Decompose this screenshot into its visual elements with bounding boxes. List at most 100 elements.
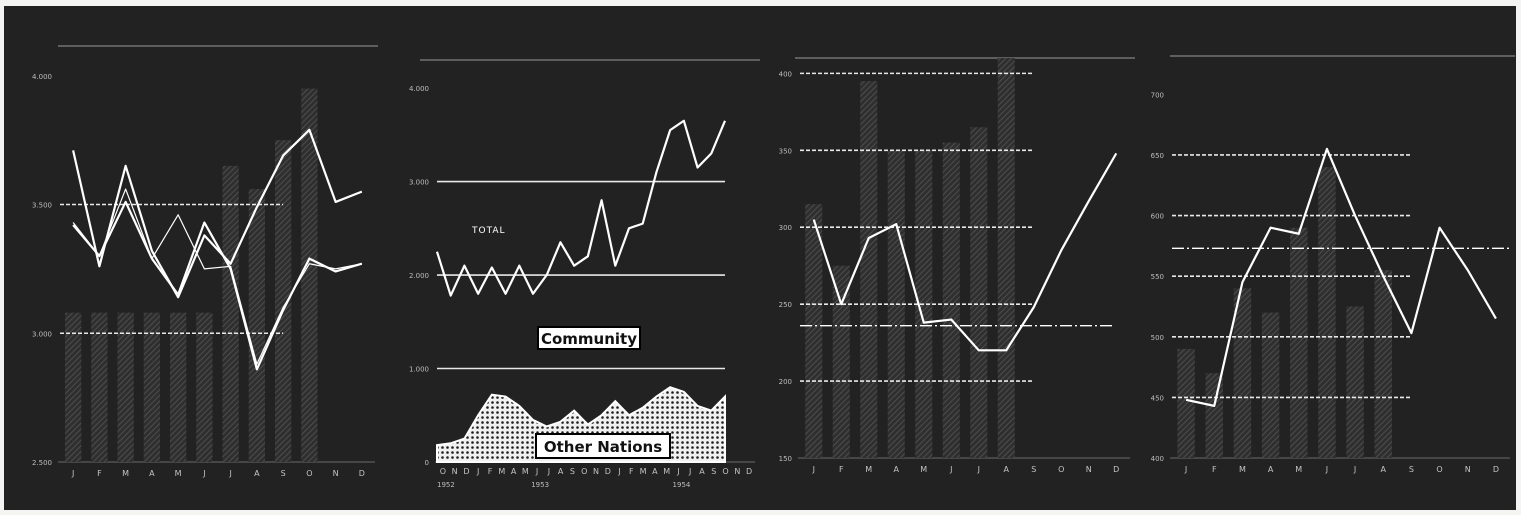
x-tick-label: J	[949, 465, 952, 474]
y-tick-label: 350	[779, 147, 792, 155]
y-tick-label: 400	[1151, 455, 1164, 463]
x-tick-label: O	[581, 467, 587, 476]
bar	[1205, 373, 1223, 458]
total-annotation: TOTAL	[471, 226, 506, 236]
x-tick-label: A	[1381, 465, 1387, 474]
x-tick-label: A	[652, 467, 658, 476]
x-tick-label: N	[593, 467, 599, 476]
y-tick-label: 500	[1151, 334, 1164, 342]
y-tick-label: 250	[779, 301, 792, 309]
y-tick-label: 4.000	[409, 85, 429, 93]
y-tick-label: 650	[1151, 152, 1164, 160]
y-tick-label: 400	[779, 70, 792, 78]
x-tick-label: S	[1031, 465, 1036, 474]
x-tick-label: N	[333, 469, 339, 478]
x-tick-label: A	[149, 469, 155, 478]
x-tick-label: M	[920, 465, 927, 474]
bar	[274, 140, 292, 462]
x-tick-label: M	[640, 467, 647, 476]
x-tick-label: S	[570, 467, 575, 476]
bar	[248, 189, 266, 463]
x-tick-label: J	[688, 467, 691, 476]
x-tick-label: J	[228, 469, 231, 478]
x-tick-label: N	[1465, 465, 1471, 474]
bar	[169, 312, 187, 462]
other-nations-annotation: Other Nations	[544, 438, 662, 456]
panel-1: 2.500 3.000 3.500 4.000 J F M A M J J A S O N D	[32, 45, 378, 478]
series-line	[72, 200, 363, 371]
x-tick-label: M	[122, 469, 129, 478]
year-label: 1952	[437, 481, 455, 489]
series-line	[72, 188, 362, 365]
x-tick-label: O	[1436, 465, 1442, 474]
x-tick-label: M	[522, 467, 529, 476]
y-tick-label: 550	[1151, 273, 1164, 281]
series-line	[72, 128, 363, 299]
bar	[1233, 288, 1252, 458]
x-tick-label: F	[839, 465, 844, 474]
year-label: 1953	[531, 481, 549, 489]
community-label-box	[537, 326, 641, 350]
x-tick-label: N	[452, 467, 458, 476]
x-tick-label: J	[676, 467, 679, 476]
x-tick-label: A	[1004, 465, 1010, 474]
x-tick-label: J	[1353, 465, 1356, 474]
bar	[970, 127, 988, 458]
x-tick-label: M	[498, 467, 505, 476]
y-tick-label: 200	[779, 378, 792, 386]
x-tick-label: M	[1295, 465, 1302, 474]
x-tick-label: F	[488, 467, 493, 476]
community-annotation: Community	[541, 330, 637, 348]
y-tick-label: 1.000	[409, 366, 429, 374]
x-tick-label: N	[1086, 465, 1092, 474]
bar	[832, 265, 850, 458]
y-tick-label: 300	[779, 224, 792, 232]
x-tick-label: O	[1058, 465, 1064, 474]
x-tick-label: O	[440, 467, 446, 476]
x-tick-label: A	[558, 467, 564, 476]
x-tick-label: A	[254, 469, 260, 478]
x-tick-label: O	[722, 467, 728, 476]
y-tick-label: 2.000	[409, 272, 429, 280]
bar	[860, 81, 878, 459]
series-line	[1185, 147, 1497, 407]
x-tick-label: J	[812, 465, 815, 474]
x-tick-label: D	[746, 467, 752, 476]
bar	[997, 58, 1015, 458]
y-tick-label: 3.000	[409, 179, 429, 187]
y-tick-label: 3.000	[32, 330, 52, 338]
x-tick-label: F	[97, 469, 102, 478]
x-tick-label: F	[1212, 465, 1217, 474]
y-tick-label: 150	[779, 455, 792, 463]
y-tick-label: 3.500	[32, 202, 52, 210]
bar	[64, 312, 82, 462]
x-tick-label: M	[1239, 465, 1246, 474]
bar	[143, 312, 161, 462]
x-tick-label: J	[476, 467, 479, 476]
x-tick-label: S	[1409, 465, 1414, 474]
x-tick-label: D	[605, 467, 611, 476]
x-tick-label: D	[1493, 465, 1499, 474]
y-tick-label: 4.000	[32, 73, 52, 81]
x-tick-label: D	[359, 469, 365, 478]
x-tick-label: S	[281, 469, 286, 478]
x-tick-label: J	[1325, 465, 1328, 474]
x-tick-label: J	[202, 469, 205, 478]
x-tick-label: J	[977, 465, 980, 474]
bar	[91, 312, 108, 462]
y-tick-label: 700	[1151, 91, 1164, 99]
bar	[1177, 348, 1195, 458]
x-tick-label: A	[894, 465, 900, 474]
bar	[1374, 270, 1392, 458]
x-tick-label: A	[1268, 465, 1274, 474]
x-tick-label: A	[511, 467, 517, 476]
panel-3: 150 200 250 300 350 400 J F M A M J J A S O N D	[779, 57, 1135, 474]
other-nations-label-box	[535, 433, 671, 459]
x-tick-label: J	[71, 469, 74, 478]
series-line	[812, 152, 1118, 352]
y-tick-label: 600	[1151, 213, 1164, 221]
y-tick-label: 0	[425, 459, 429, 467]
x-tick-label: J	[535, 467, 538, 476]
x-tick-label: O	[306, 469, 312, 478]
